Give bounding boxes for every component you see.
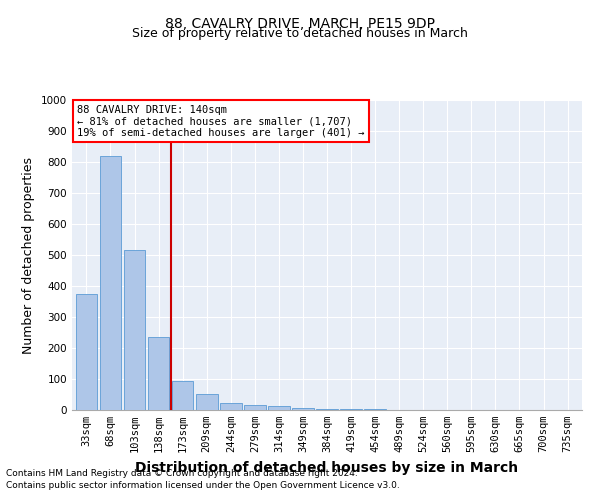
Text: 88, CAVALRY DRIVE, MARCH, PE15 9DP: 88, CAVALRY DRIVE, MARCH, PE15 9DP: [165, 18, 435, 32]
Bar: [340, 409, 362, 410]
Bar: [124, 250, 145, 410]
Bar: [316, 409, 338, 410]
Bar: [292, 408, 314, 410]
Bar: [244, 404, 266, 410]
Text: 88 CAVALRY DRIVE: 140sqm
← 81% of detached houses are smaller (1,707)
19% of sem: 88 CAVALRY DRIVE: 140sqm ← 81% of detach…: [77, 104, 365, 138]
Bar: [100, 156, 121, 410]
Bar: [172, 382, 193, 410]
X-axis label: Distribution of detached houses by size in March: Distribution of detached houses by size …: [136, 460, 518, 474]
Y-axis label: Number of detached properties: Number of detached properties: [22, 156, 35, 354]
Bar: [268, 406, 290, 410]
Bar: [196, 394, 218, 410]
Text: Contains HM Land Registry data © Crown copyright and database right 2024.: Contains HM Land Registry data © Crown c…: [6, 468, 358, 477]
Bar: [220, 403, 242, 410]
Bar: [148, 337, 169, 410]
Text: Contains public sector information licensed under the Open Government Licence v3: Contains public sector information licen…: [6, 481, 400, 490]
Text: Size of property relative to detached houses in March: Size of property relative to detached ho…: [132, 28, 468, 40]
Bar: [76, 294, 97, 410]
